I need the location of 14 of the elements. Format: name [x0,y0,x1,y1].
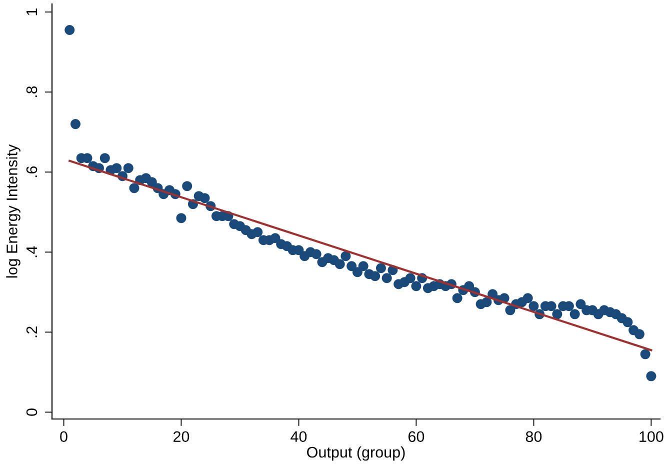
x-tick-label: 80 [526,431,542,442]
y-tick-label: 1 [26,8,38,16]
x-axis-title: Output (group) [307,446,405,461]
y-tick-label: .6 [26,166,38,178]
y-tick-label: 0 [26,408,38,416]
y-tick-label: .4 [26,246,38,258]
x-tick-label: 20 [174,431,190,442]
x-tick-label: 40 [290,431,307,442]
x-tick-label: 60 [408,431,424,442]
x-tick-label: 0 [60,431,68,442]
y-tick-label: .8 [26,86,38,98]
x-tick-label: 100 [640,431,664,442]
y-tick-label: .2 [26,326,38,338]
y-axis-title: log Energy Intensity [6,144,20,278]
